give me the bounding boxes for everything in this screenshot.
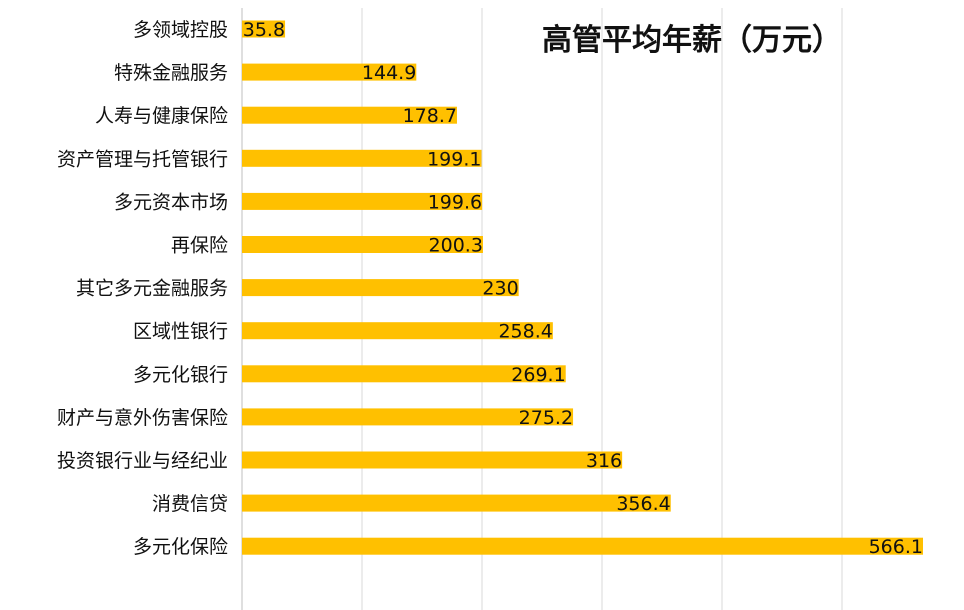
- value-labels: 35.8 144.9 178.7 199.1 199.6 200.3 230 258.4 269…: [243, 19, 923, 558]
- value-label: 258.4: [498, 321, 552, 343]
- bar: [242, 279, 519, 297]
- bar: [242, 322, 553, 340]
- category-label: 多元资本市场: [114, 191, 228, 213]
- category-label: 其它多元金融服务: [76, 278, 228, 300]
- value-label: 35.8: [243, 19, 285, 41]
- bar: [242, 149, 482, 167]
- category-label: 再保险: [171, 235, 228, 257]
- category-label: 多领域控股: [133, 19, 228, 41]
- category-label: 资产管理与托管银行: [57, 148, 228, 170]
- category-label: 财产与意外伤害保险: [57, 407, 228, 429]
- bar: [242, 408, 574, 426]
- gridlines: [361, 8, 843, 610]
- value-label: 178.7: [403, 105, 457, 127]
- bar: [242, 63, 417, 81]
- category-label: 特殊金融服务: [114, 62, 228, 84]
- category-label: 多元化银行: [133, 364, 228, 386]
- value-label: 199.6: [428, 191, 482, 213]
- category-label: 人寿与健康保险: [95, 105, 228, 127]
- value-label: 199.1: [427, 148, 481, 170]
- value-label: 275.2: [519, 407, 573, 429]
- bars: [242, 20, 923, 555]
- bar: [242, 451, 623, 469]
- value-label: 230: [482, 278, 518, 300]
- value-label: 566.1: [869, 536, 923, 558]
- category-label: 多元化保险: [133, 536, 228, 558]
- value-label: 200.3: [429, 235, 483, 257]
- category-label: 投资银行业与经纪业: [57, 450, 228, 472]
- bar: [242, 106, 457, 124]
- category-labels: 多领域控股特殊金融服务人寿与健康保险资产管理与托管银行多元资本市场再保险其它多元…: [57, 19, 228, 558]
- bar: [242, 537, 923, 555]
- value-label: 356.4: [616, 493, 670, 515]
- category-label: 消费信贷: [152, 493, 228, 515]
- value-label: 316: [586, 450, 622, 472]
- value-label: 269.1: [511, 364, 565, 386]
- bar: [242, 20, 286, 38]
- bar: [242, 192, 483, 210]
- bar: [242, 365, 566, 383]
- category-label: 区域性银行: [133, 321, 228, 343]
- chart-title: 高管平均年薪（万元）: [542, 23, 842, 58]
- value-label: 144.9: [362, 62, 416, 84]
- bar: [242, 494, 671, 512]
- bar: [242, 236, 483, 253]
